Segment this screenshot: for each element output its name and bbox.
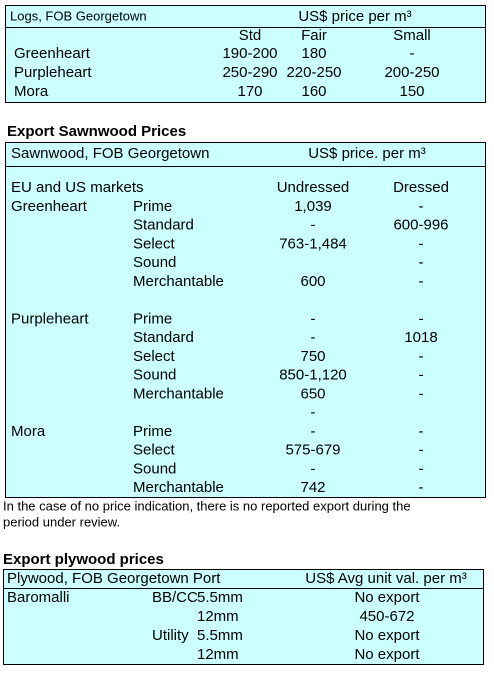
grade: Select [133, 442, 176, 459]
price: 150 [399, 83, 424, 100]
grade: Utility [152, 627, 189, 644]
grade: Merchantable [133, 273, 224, 290]
table-title: Sawnwood, FOB Georgetown [11, 145, 209, 162]
price: - [419, 385, 424, 402]
price: - [419, 442, 424, 459]
price: 575-679 [285, 442, 340, 459]
species: Purpleheart [14, 64, 92, 81]
size: 12mm [197, 646, 239, 663]
species: Mora [14, 83, 49, 100]
size: 5.5mm [197, 589, 243, 606]
price: 190-200 [222, 45, 277, 62]
grade: Prime [133, 310, 172, 327]
price: 650 [300, 385, 325, 402]
price: 160 [301, 83, 326, 100]
price: 220-250 [286, 64, 341, 81]
column-header: Std [239, 27, 262, 44]
grade: Select [133, 348, 176, 365]
price: - [311, 310, 316, 327]
price: 600-996 [393, 217, 448, 234]
price: - [419, 460, 424, 477]
size: 5.5mm [197, 627, 243, 644]
price: - [410, 45, 415, 62]
price: No export [354, 589, 420, 606]
price: - [419, 198, 424, 215]
price: - [419, 235, 424, 252]
price: No export [354, 627, 420, 644]
grade: BB/CC [152, 589, 198, 606]
table-title: Logs, FOB Georgetown [10, 8, 147, 23]
table-title: Plywood, FOB Georgetown Port [7, 570, 221, 587]
grade: Select [133, 235, 176, 252]
price: 600 [300, 273, 325, 290]
price: - [311, 460, 316, 477]
species: Greenheart [14, 45, 91, 62]
price: - [311, 423, 316, 440]
price: 763-1,484 [279, 235, 347, 252]
price: 450-672 [359, 608, 414, 625]
size: 12mm [197, 608, 239, 625]
note: period under review. [3, 514, 120, 529]
grade: Prime [133, 423, 172, 440]
price: - [311, 217, 316, 234]
species: Mora [11, 423, 46, 440]
market: EU and US markets [11, 179, 144, 196]
column-header: Dressed [393, 179, 449, 196]
price: - [311, 404, 316, 421]
price: 850-1,120 [279, 367, 347, 384]
species: Greenheart [11, 198, 88, 215]
price-header: US$ price. per m³ [308, 145, 426, 162]
price: - [419, 348, 424, 365]
price: No export [354, 646, 420, 663]
grade: Sound [133, 460, 176, 477]
price: - [419, 273, 424, 290]
price: 750 [300, 348, 325, 365]
grade: Standard [133, 329, 194, 346]
price: - [419, 423, 424, 440]
species: Baromalli [7, 589, 70, 606]
grade: Sound [133, 254, 176, 271]
price: 200-250 [384, 64, 439, 81]
price: 170 [237, 83, 262, 100]
grade: Sound [133, 367, 176, 384]
price: 1,039 [294, 198, 332, 215]
price: - [311, 329, 316, 346]
column-header: Undressed [277, 179, 350, 196]
price: 250-290 [222, 64, 277, 81]
logs-table [5, 5, 486, 103]
species: Purpleheart [11, 310, 89, 327]
price: - [419, 254, 424, 271]
column-header: Small [393, 27, 431, 44]
price: 1018 [404, 329, 437, 346]
price: - [419, 367, 424, 384]
section-heading: Export plywood prices [3, 551, 164, 568]
grade: Standard [133, 217, 194, 234]
sawnwood-table [5, 142, 486, 498]
column-header: Fair [301, 27, 327, 44]
grade: Merchantable [133, 479, 224, 496]
section-heading: Export Sawnwood Prices [7, 123, 186, 140]
price-header: US$ Avg unit val. per m³ [305, 570, 466, 587]
price-header: US$ price per m³ [298, 8, 411, 25]
plywood-table [3, 569, 484, 665]
grade: Prime [133, 198, 172, 215]
note: In the case of no price indication, ther… [3, 498, 411, 513]
grade: Merchantable [133, 385, 224, 402]
price: - [419, 479, 424, 496]
price: 742 [300, 479, 325, 496]
price: - [419, 310, 424, 327]
price: 180 [301, 45, 326, 62]
